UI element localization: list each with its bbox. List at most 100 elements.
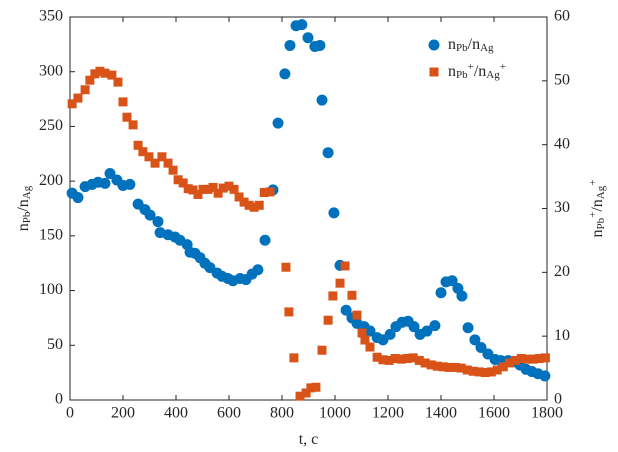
data-point (173, 175, 183, 185)
data-point (265, 187, 275, 197)
data-point (239, 197, 249, 207)
data-point (138, 147, 148, 157)
data-point (284, 307, 294, 317)
data-point (408, 353, 418, 363)
data-point (360, 335, 370, 345)
data-point (328, 291, 338, 301)
y-axis-label: nPb/nAg (15, 185, 33, 231)
data-point (372, 352, 382, 362)
data-point (72, 192, 84, 204)
data-point (67, 99, 77, 109)
x-tick-label: 1600 (478, 405, 510, 422)
x-tick-label: 200 (111, 405, 135, 422)
data-point (183, 184, 193, 194)
y-tick-label: 300 (39, 62, 63, 79)
y-tick-label: 50 (47, 336, 63, 353)
data-point (340, 304, 352, 316)
y2-axis-label-part: Ag (595, 185, 607, 199)
x-tick-label: 800 (270, 405, 294, 422)
legend-label-part: /n (474, 63, 486, 80)
data-point (504, 358, 514, 368)
data-point (193, 189, 203, 199)
legend-label-part: n (448, 63, 456, 80)
data-point (316, 94, 328, 106)
y2-tick-label: 0 (554, 391, 562, 408)
data-point (492, 365, 502, 375)
data-point (468, 366, 478, 376)
data-point (311, 382, 321, 392)
y-axis-label-part: n (15, 223, 32, 231)
data-point (208, 182, 218, 192)
data-point (357, 328, 367, 338)
y2-axis-label-part: + (587, 212, 599, 218)
data-point (85, 75, 95, 85)
data-point (80, 85, 90, 95)
data-point (402, 354, 412, 364)
data-point (364, 325, 376, 337)
data-point (259, 188, 269, 198)
data-point (113, 77, 123, 87)
y-tick-label: 250 (39, 117, 63, 134)
data-point (528, 354, 538, 364)
data-point (384, 355, 394, 365)
legend-label-part: Ag (486, 69, 500, 81)
legend-label-part: n (448, 36, 456, 53)
data-point (150, 158, 160, 168)
data-point (469, 334, 481, 346)
data-point (254, 200, 264, 210)
data-point (480, 368, 490, 378)
data-point (104, 167, 116, 179)
data-point (390, 354, 400, 364)
data-point (539, 370, 551, 382)
y2-axis-label: nPb+/nAg+ (587, 180, 607, 238)
data-point (456, 290, 468, 302)
y-tick-label: 350 (39, 8, 63, 25)
data-point (352, 310, 362, 320)
data-point (432, 361, 442, 371)
legend-label: nPb/nAg (448, 36, 494, 54)
y2-tick-label: 20 (554, 263, 570, 280)
data-point (378, 355, 388, 365)
y-tick-label: 100 (39, 281, 63, 298)
y2-axis-label-part: n (589, 229, 606, 237)
data-point (90, 69, 100, 79)
x-tick-label: 600 (217, 405, 241, 422)
data-point (95, 66, 105, 76)
data-point (540, 353, 550, 363)
data-point (498, 362, 508, 372)
data-point (475, 341, 487, 353)
data-point (408, 321, 420, 333)
data-point (534, 354, 544, 364)
data-point (259, 234, 271, 246)
data-point (107, 70, 117, 80)
data-point (178, 178, 188, 188)
data-point (435, 287, 447, 299)
data-point (144, 152, 154, 162)
data-point (384, 328, 396, 340)
data-point (323, 315, 333, 325)
data-point (456, 363, 466, 373)
y2-tick-label: 40 (554, 135, 570, 152)
y2-tick-label: 50 (554, 72, 570, 89)
data-point (272, 117, 284, 129)
legend-marker (429, 67, 439, 77)
data-point (213, 188, 223, 198)
x-axis-label-part: t, c (299, 431, 319, 448)
y-tick-label: 200 (39, 172, 63, 189)
x-tick-label: 0 (66, 405, 74, 422)
data-point (510, 355, 520, 365)
data-point (306, 383, 316, 393)
data-point (289, 353, 299, 363)
data-point (438, 362, 448, 372)
legend-label: nPb+/nAg+ (448, 61, 506, 81)
data-point (322, 147, 334, 159)
data-point (133, 140, 143, 150)
data-point (279, 68, 291, 80)
data-point (444, 362, 454, 372)
x-tick-label: 1000 (319, 405, 351, 422)
data-point (229, 184, 239, 194)
data-point (420, 358, 430, 368)
y2-tick-label: 60 (554, 8, 570, 25)
data-point (340, 261, 350, 271)
data-point (252, 264, 264, 276)
